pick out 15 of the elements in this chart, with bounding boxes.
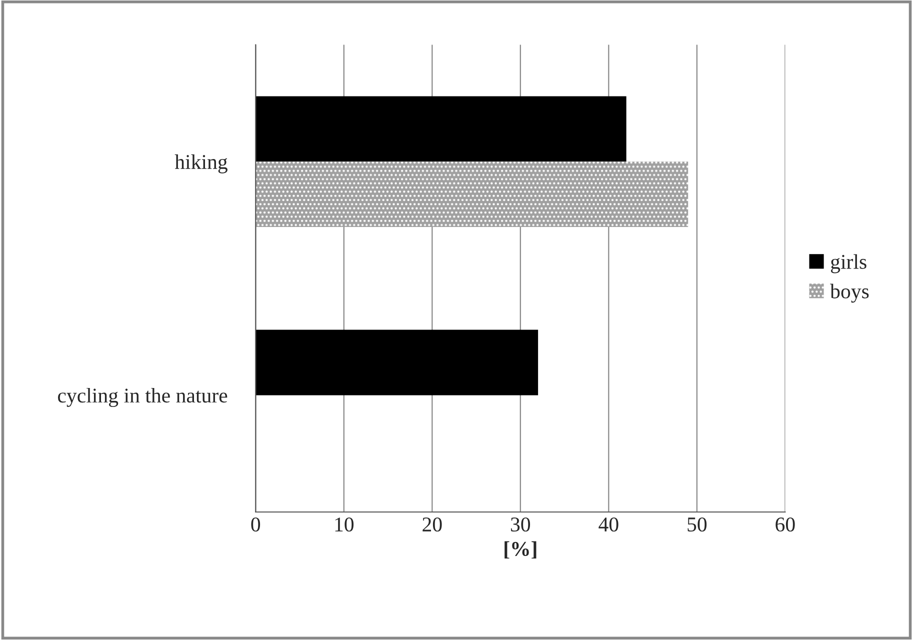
legend-label: boys [830,284,869,303]
bar [256,96,626,162]
x-tick-label: 20 [422,517,442,532]
y-tick-label: hiking [174,154,228,174]
legend-label: girls [830,254,866,274]
y-tick-label: cycling in the nature [58,388,228,407]
x-tick-label: 60 [776,517,795,532]
x-tick-label: 50 [688,517,707,532]
bar [256,330,538,396]
x-axis-title: [%] [504,541,536,559]
x-tick-label: 40 [598,517,618,532]
x-tick-label: 30 [510,517,530,532]
bar [256,162,688,228]
x-tick-label: 0 [251,517,260,532]
x-tick-label: 10 [335,517,354,532]
